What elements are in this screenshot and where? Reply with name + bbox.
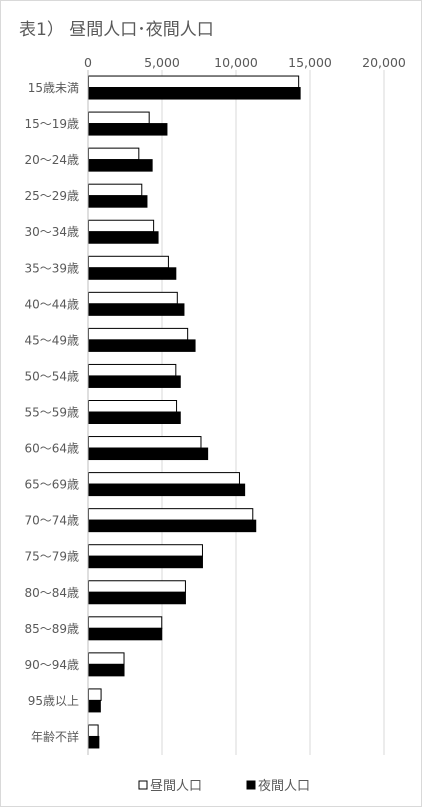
bar-daytime bbox=[88, 327, 189, 341]
bar-daytime bbox=[88, 75, 300, 89]
bar-daytime bbox=[88, 436, 202, 449]
category-label: 30～34歳 bbox=[24, 225, 79, 239]
category-label: 65～69歳 bbox=[24, 478, 79, 492]
bar-nighttime bbox=[88, 663, 125, 677]
bar-daytime bbox=[88, 724, 99, 737]
x-tick-label: 20,000 bbox=[362, 55, 406, 70]
bar-nighttime bbox=[88, 699, 101, 713]
bar-nighttime bbox=[88, 591, 186, 605]
bar-daytime bbox=[88, 544, 203, 557]
bar-nighttime bbox=[88, 195, 148, 208]
bar-nighttime bbox=[88, 231, 159, 244]
category-label: 25～29歳 bbox=[24, 189, 79, 203]
bar-daytime bbox=[88, 580, 186, 593]
category-label: 55～59歳 bbox=[24, 406, 79, 420]
category-label: 15～19歳 bbox=[24, 117, 79, 131]
category-label: 50～54歳 bbox=[24, 369, 79, 383]
category-label: 60～64歳 bbox=[24, 442, 79, 456]
category-label: 年齢不詳 bbox=[31, 729, 79, 744]
bar-daytime bbox=[88, 688, 102, 701]
category-labels: 15歳未満 15～19歳 20～24歳 25～29歳 30～34歳 35～39歳 40～44… bbox=[24, 81, 79, 744]
bar-daytime bbox=[88, 219, 155, 233]
category-label: 75～79歳 bbox=[24, 550, 79, 564]
legend-label-nighttime: 夜間人口 bbox=[258, 779, 310, 794]
category-label: 45～49歳 bbox=[24, 333, 79, 347]
category-label: 90～94歳 bbox=[24, 658, 79, 672]
bar-nighttime bbox=[88, 627, 163, 641]
category-label: 40～44歳 bbox=[24, 297, 79, 311]
bar-daytime bbox=[88, 363, 177, 377]
legend-swatch-nighttime bbox=[246, 780, 256, 790]
bar-nighttime bbox=[88, 375, 181, 388]
x-tick-label: 10,000 bbox=[214, 55, 258, 70]
bar-nighttime bbox=[88, 555, 203, 569]
gridlines bbox=[161, 70, 385, 755]
category-label: 35～39歳 bbox=[24, 261, 79, 275]
legend: 昼間人口 夜間人口 bbox=[138, 779, 310, 794]
category-label: 20～24歳 bbox=[24, 153, 79, 167]
legend-swatch-daytime bbox=[138, 780, 148, 790]
bar-daytime bbox=[88, 616, 163, 629]
bar-daytime bbox=[88, 652, 125, 665]
x-tick-label: 5,000 bbox=[144, 55, 180, 70]
bar-nighttime bbox=[88, 483, 246, 497]
x-tick-label: 0 bbox=[84, 55, 92, 70]
category-label: 80～84歳 bbox=[24, 586, 79, 600]
bar-daytime bbox=[88, 291, 178, 305]
bars bbox=[88, 75, 301, 749]
category-label: 70～74歳 bbox=[24, 514, 79, 528]
bar-daytime bbox=[88, 147, 140, 161]
bar-nighttime bbox=[88, 159, 153, 172]
chart-title: 表1） 昼間人口･夜間人口 bbox=[19, 20, 214, 40]
bar-daytime bbox=[88, 400, 178, 413]
bar-daytime bbox=[88, 472, 240, 485]
x-tick-label: 15,000 bbox=[288, 55, 332, 70]
bar-daytime bbox=[88, 111, 150, 125]
bar-nighttime bbox=[88, 447, 209, 461]
bar-nighttime bbox=[88, 267, 177, 280]
category-label: 95歳以上 bbox=[28, 694, 79, 708]
bar-nighttime bbox=[88, 123, 168, 136]
bar-nighttime bbox=[88, 303, 185, 316]
x-axis-ticks: 0 5,000 10,000 15,000 20,000 bbox=[84, 55, 406, 70]
bar-daytime bbox=[88, 183, 143, 197]
bar-daytime bbox=[88, 255, 169, 269]
bar-nighttime bbox=[88, 87, 301, 100]
bar-nighttime bbox=[88, 411, 181, 424]
category-label: 85～89歳 bbox=[24, 622, 79, 636]
bar-nighttime bbox=[88, 735, 100, 749]
category-label: 15歳未満 bbox=[28, 81, 79, 95]
bar-nighttime bbox=[88, 339, 196, 352]
bar-nighttime bbox=[88, 519, 257, 533]
legend-label-daytime: 昼間人口 bbox=[150, 779, 202, 794]
bar-daytime bbox=[88, 508, 254, 521]
